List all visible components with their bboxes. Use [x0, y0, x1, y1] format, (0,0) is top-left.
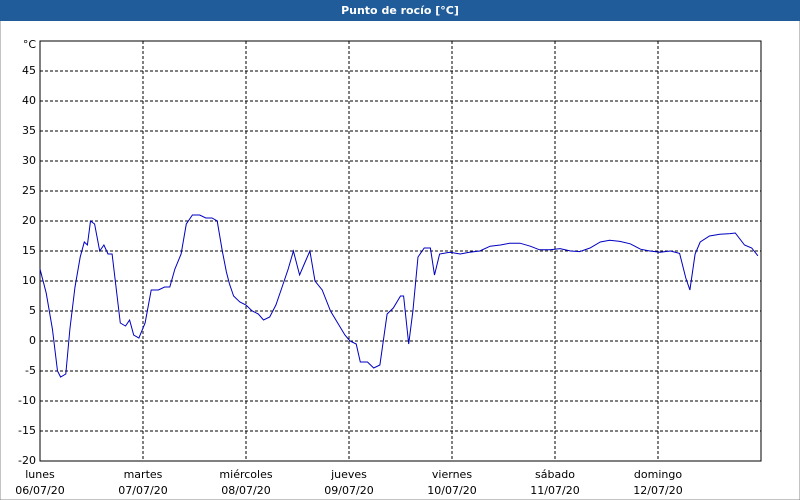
- x-tick-date: 09/07/20: [324, 484, 373, 497]
- x-tick-date: 06/07/20: [15, 484, 64, 497]
- x-tick-label: sábado: [535, 468, 575, 481]
- x-tick-label: jueves: [330, 468, 367, 481]
- y-tick-label: 10: [22, 274, 36, 287]
- y-tick-label: 45: [22, 64, 36, 77]
- x-tick-label: lunes: [25, 468, 55, 481]
- x-tick-date: 10/07/20: [427, 484, 476, 497]
- y-tick-label: 5: [29, 304, 36, 317]
- y-tick-label: 30: [22, 154, 36, 167]
- y-tick-label: 0: [29, 334, 36, 347]
- x-tick-label: miércoles: [219, 468, 272, 481]
- chart-title: Punto de rocío [°C]: [341, 4, 459, 17]
- y-tick-label: -5: [25, 364, 36, 377]
- y-tick-label: 35: [22, 124, 36, 137]
- y-tick-label: °C: [23, 38, 37, 51]
- y-tick-label: 15: [22, 244, 36, 257]
- title-bar: [0, 0, 800, 21]
- y-tick-label: 25: [22, 184, 36, 197]
- y-tick-label: 20: [22, 214, 36, 227]
- x-tick-date: 12/07/20: [633, 484, 682, 497]
- y-tick-label: -15: [18, 424, 36, 437]
- x-tick-label: viernes: [432, 468, 472, 481]
- y-tick-label: -20: [18, 454, 36, 467]
- y-tick-label: 40: [22, 94, 36, 107]
- x-tick-label: domingo: [634, 468, 682, 481]
- x-tick-label: martes: [124, 468, 163, 481]
- data-line: [39, 214, 759, 378]
- y-tick-label: -10: [18, 394, 36, 407]
- plot-border: [39, 40, 762, 462]
- x-tick-date: 07/07/20: [118, 484, 167, 497]
- x-tick-date: 08/07/20: [221, 484, 270, 497]
- x-tick-date: 11/07/20: [530, 484, 579, 497]
